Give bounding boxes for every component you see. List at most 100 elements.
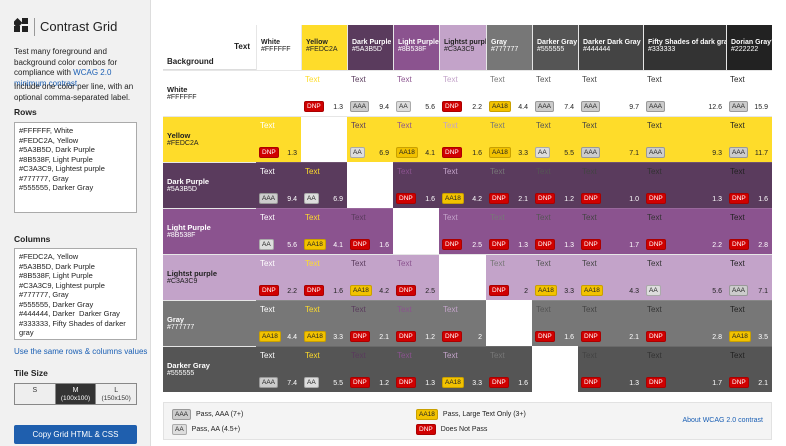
contrast-ratio: 1.6 [425, 196, 435, 203]
contrast-cell: Text AA 5.5 [301, 346, 347, 392]
contrast-cell: Text DNP 1.3 [532, 208, 578, 254]
sample-text: Text [647, 121, 662, 130]
row-hex: #777777 [167, 324, 195, 331]
badge: DNP [729, 239, 749, 250]
badge: AA18 [396, 147, 418, 158]
sample-text: Text [536, 305, 551, 314]
contrast-ratio: 4.3 [629, 288, 639, 295]
contrast-ratio: 1.7 [629, 242, 639, 249]
contrast-ratio: 9.7 [629, 104, 639, 111]
column-hex: #222222 [731, 46, 759, 53]
contrast-cell: Text AAA 7.1 [578, 116, 643, 162]
rows-input[interactable]: #FFFFFF, White #FEDC2A, Yellow #5A3B5D, … [14, 122, 137, 213]
sample-text: Text [397, 259, 412, 268]
contrast-cell: Text DNP 1.2 [347, 346, 393, 392]
contrast-cell: Text DNP 1.0 [578, 162, 643, 208]
contrast-ratio: 4.1 [333, 242, 343, 249]
contrast-cell: Text DNP 1.6 [439, 116, 486, 162]
row-name: Lightst purple [167, 269, 217, 278]
badge: DNP [350, 377, 370, 388]
tile-option[interactable]: S [15, 384, 55, 404]
column-name: Lightst purple [444, 39, 486, 46]
badge: DNP [581, 193, 601, 204]
badge: DNP [396, 285, 416, 296]
row-name: Gray [167, 315, 185, 324]
contrast-cell: Text DNP 1.3 [256, 116, 301, 162]
contrast-ratio: 4.2 [472, 196, 482, 203]
sample-text: Text [730, 167, 745, 176]
logo [14, 18, 28, 32]
contrast-ratio: 2.1 [518, 196, 528, 203]
column-name: Darker Gray [537, 39, 578, 46]
column-header: Yellow #FEDC2A [301, 25, 347, 70]
tile-option[interactable]: M (100x100) [54, 384, 96, 404]
sample-text: Text [260, 305, 275, 314]
column-hex: #444444 [583, 46, 611, 53]
empty-cell [486, 300, 532, 346]
contrast-cell: Text DNP 2 [439, 300, 486, 346]
tile-option-size: (100x100) [60, 395, 91, 402]
columns-label: Columns [14, 234, 51, 244]
contrast-cell: Text DNP 2 [486, 254, 532, 300]
contrast-cell: Text AA18 3.3 [532, 254, 578, 300]
same-values-link[interactable]: Use the same rows & columns values [14, 347, 148, 356]
contrast-cell: Text AA18 4.1 [393, 116, 439, 162]
badge: DNP [259, 147, 279, 158]
contrast-ratio: 9.4 [287, 196, 297, 203]
sample-text: Text [351, 121, 366, 130]
row-header: Dark Purple #5A3B5D [163, 162, 256, 208]
sample-text: Text [536, 75, 551, 84]
row-header: Gray #777777 [163, 300, 256, 346]
legend-item: DNP Does Not Pass [416, 424, 487, 435]
intro-text: Test many foreground and background colo… [14, 47, 118, 77]
contrast-ratio: 4.2 [379, 288, 389, 295]
contrast-cell: Text DNP 1.6 [486, 346, 532, 392]
contrast-ratio: 2.2 [287, 288, 297, 295]
contrast-cell: Text DNP 2.1 [486, 162, 532, 208]
sample-text: Text [582, 75, 597, 84]
column-header: Darker Dark Gray #444444 [578, 25, 643, 70]
app-title: Contrast Grid [40, 19, 118, 34]
wcag-about-link[interactable]: About WCAG 2.0 contrast [682, 417, 763, 424]
badge: DNP [396, 377, 416, 388]
contrast-cell: Text AA18 4.1 [301, 208, 347, 254]
sample-text: Text [260, 351, 275, 360]
contrast-ratio: 11.7 [754, 150, 768, 157]
badge: AA18 [442, 193, 464, 204]
column-hex: #555555 [537, 46, 565, 53]
contrast-cell: Text DNP 2.2 [439, 70, 486, 116]
row-hex: #555555 [167, 370, 195, 377]
sample-text: Text [582, 213, 597, 222]
contrast-ratio: 4.4 [287, 334, 297, 341]
empty-cell [532, 346, 578, 392]
sample-text: Text [730, 213, 745, 222]
sample-text: Text [536, 213, 551, 222]
column-header: Darker Gray #555555 [532, 25, 578, 70]
sample-text: Text [397, 167, 412, 176]
contrast-ratio: 2.5 [472, 242, 482, 249]
columns-input[interactable]: #FEDC2A, Yellow #5A3B5D, Dark Purple #8B… [14, 248, 137, 340]
column-hex: #C3A3C9 [444, 46, 475, 53]
contrast-cell: Text AAA 7.4 [532, 70, 578, 116]
wcag-link[interactable]: WCAG 2.0 minimum contrast [14, 68, 112, 88]
badge: AA18 [489, 147, 511, 158]
sample-text: Text [351, 305, 366, 314]
contrast-ratio: 2.5 [425, 288, 435, 295]
hint: Include one color per line, with an opti… [14, 82, 134, 102]
badge: DNP [489, 285, 509, 296]
badge: DNP [581, 331, 601, 342]
contrast-cell: Text AAA 9.4 [347, 70, 393, 116]
contrast-ratio: 5.5 [564, 150, 574, 157]
column-hex: #FFFFFF [261, 46, 291, 53]
tile-option[interactable]: L (150x150) [95, 384, 137, 404]
row-name: White [167, 85, 188, 94]
contrast-ratio: 5.6 [287, 242, 297, 249]
sample-text: Text [647, 259, 662, 268]
contrast-ratio: 1.0 [629, 196, 639, 203]
contrast-ratio: 7.4 [564, 104, 574, 111]
contrast-cell: Text DNP 2.5 [439, 208, 486, 254]
copy-button[interactable]: Copy Grid HTML & CSS [14, 425, 137, 444]
badge: DNP [489, 193, 509, 204]
row-name: Darker Gray [167, 361, 210, 370]
contrast-ratio: 3.3 [333, 334, 343, 341]
